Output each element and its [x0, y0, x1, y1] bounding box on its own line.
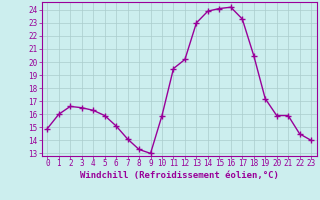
X-axis label: Windchill (Refroidissement éolien,°C): Windchill (Refroidissement éolien,°C) [80, 171, 279, 180]
